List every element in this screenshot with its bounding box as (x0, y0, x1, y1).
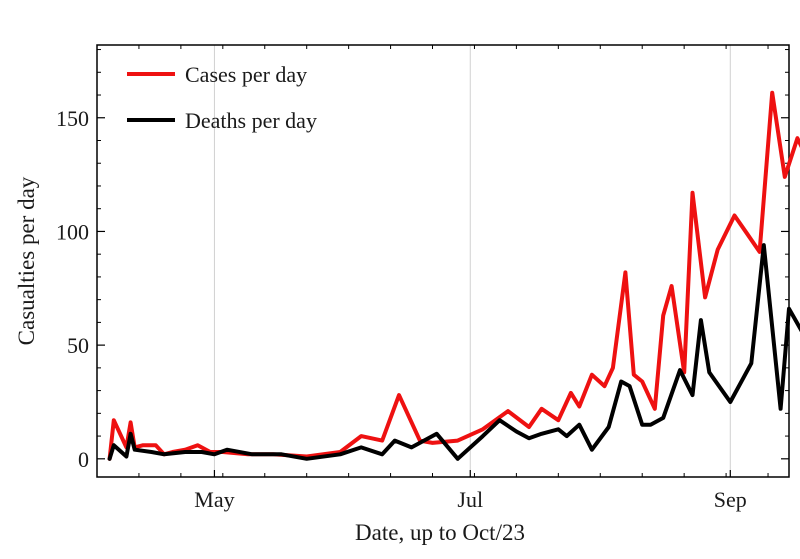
y-tick-label-1: 50 (67, 333, 89, 358)
plot-frame (96, 44, 790, 478)
y-axis-title: Casualties per day (14, 176, 39, 345)
series-lines (107, 90, 800, 461)
x-axis-title: Date, up to Oct/23 (355, 520, 525, 545)
legend-label-deaths: Deaths per day (185, 108, 317, 133)
axis-ticks: May Jul Sep 0 50 100 150 (56, 45, 789, 512)
deaths-line (107, 243, 800, 461)
grid (213, 45, 731, 477)
x-tick-label-0: May (194, 487, 234, 512)
x-tick-label-1: Jul (457, 487, 483, 512)
y-tick-label-3: 150 (56, 106, 89, 131)
legend-label-cases: Cases per day (185, 62, 307, 87)
y-tick-label-2: 100 (56, 219, 89, 244)
x-tick-label-2: Sep (714, 487, 747, 512)
legend: Cases per day Deaths per day (127, 62, 317, 133)
cases-line (107, 90, 800, 461)
y-tick-label-0: 0 (78, 447, 89, 472)
